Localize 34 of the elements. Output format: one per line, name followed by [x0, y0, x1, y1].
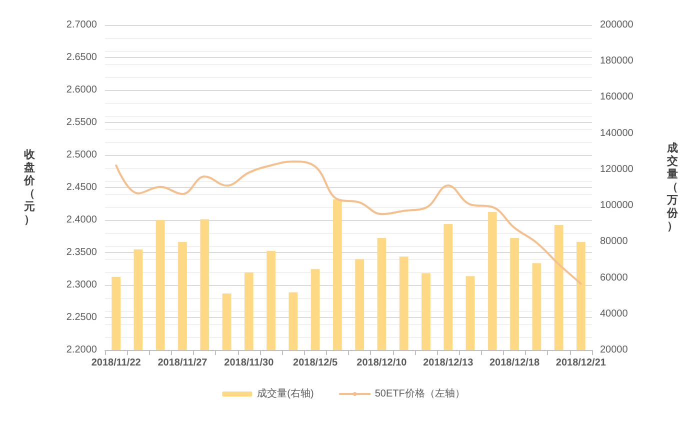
- legend-label: 成交量(右轴): [257, 388, 314, 400]
- y-tick-label: 2.3000: [66, 280, 98, 290]
- x-tick-label: 2018/12/5: [293, 358, 338, 368]
- y2-tick-label: 180000: [600, 56, 634, 67]
- y-tick-label: 2.2500: [66, 312, 98, 323]
- y-tick-label: 2.2000: [66, 344, 98, 356]
- y-tick-label: 2.6000: [66, 84, 98, 96]
- y2-tick-label: 200000: [600, 20, 634, 30]
- y2-tick-label: 140000: [600, 128, 634, 139]
- y2-tick-label: 60000: [600, 272, 628, 284]
- y2-tick-label: 120000: [600, 164, 634, 175]
- y2-tick-label: 80000: [600, 236, 628, 248]
- y2-tick-label: 40000: [600, 308, 628, 320]
- y2-axis-title: 成交量（万份）: [666, 142, 679, 232]
- y2-tick-label: 160000: [600, 92, 634, 103]
- y-tick-label: 2.6500: [66, 52, 98, 63]
- y-tick-label: 2.4000: [66, 214, 98, 226]
- x-tick-label: 2018/12/10: [356, 358, 408, 368]
- x-tick-label: 2018/12/21: [556, 358, 606, 368]
- x-tick-label: 2018/12/13: [423, 358, 474, 368]
- y-tick-label: 2.5000: [66, 150, 98, 160]
- x-tick-label: 2018/11/27: [158, 358, 208, 368]
- legend-label: 50ETF价格（左轴）: [374, 388, 465, 400]
- x-tick-label: 2018/12/18: [489, 358, 540, 368]
- y-tick-label: 2.5500: [66, 117, 98, 128]
- line-series: [115, 160, 582, 285]
- x-tick-label: 2018/11/30: [224, 358, 274, 368]
- y-axis-title: 收盘价（元）: [23, 149, 36, 226]
- y2-tick-label: 20000: [600, 344, 628, 356]
- y2-tick-label: 100000: [600, 200, 634, 212]
- y-tick-label: 2.3500: [66, 247, 98, 258]
- y-tick-label: 2.7000: [66, 20, 98, 30]
- x-tick-label: 2018/11/22: [91, 358, 142, 368]
- y-tick-label: 2.4500: [66, 182, 98, 193]
